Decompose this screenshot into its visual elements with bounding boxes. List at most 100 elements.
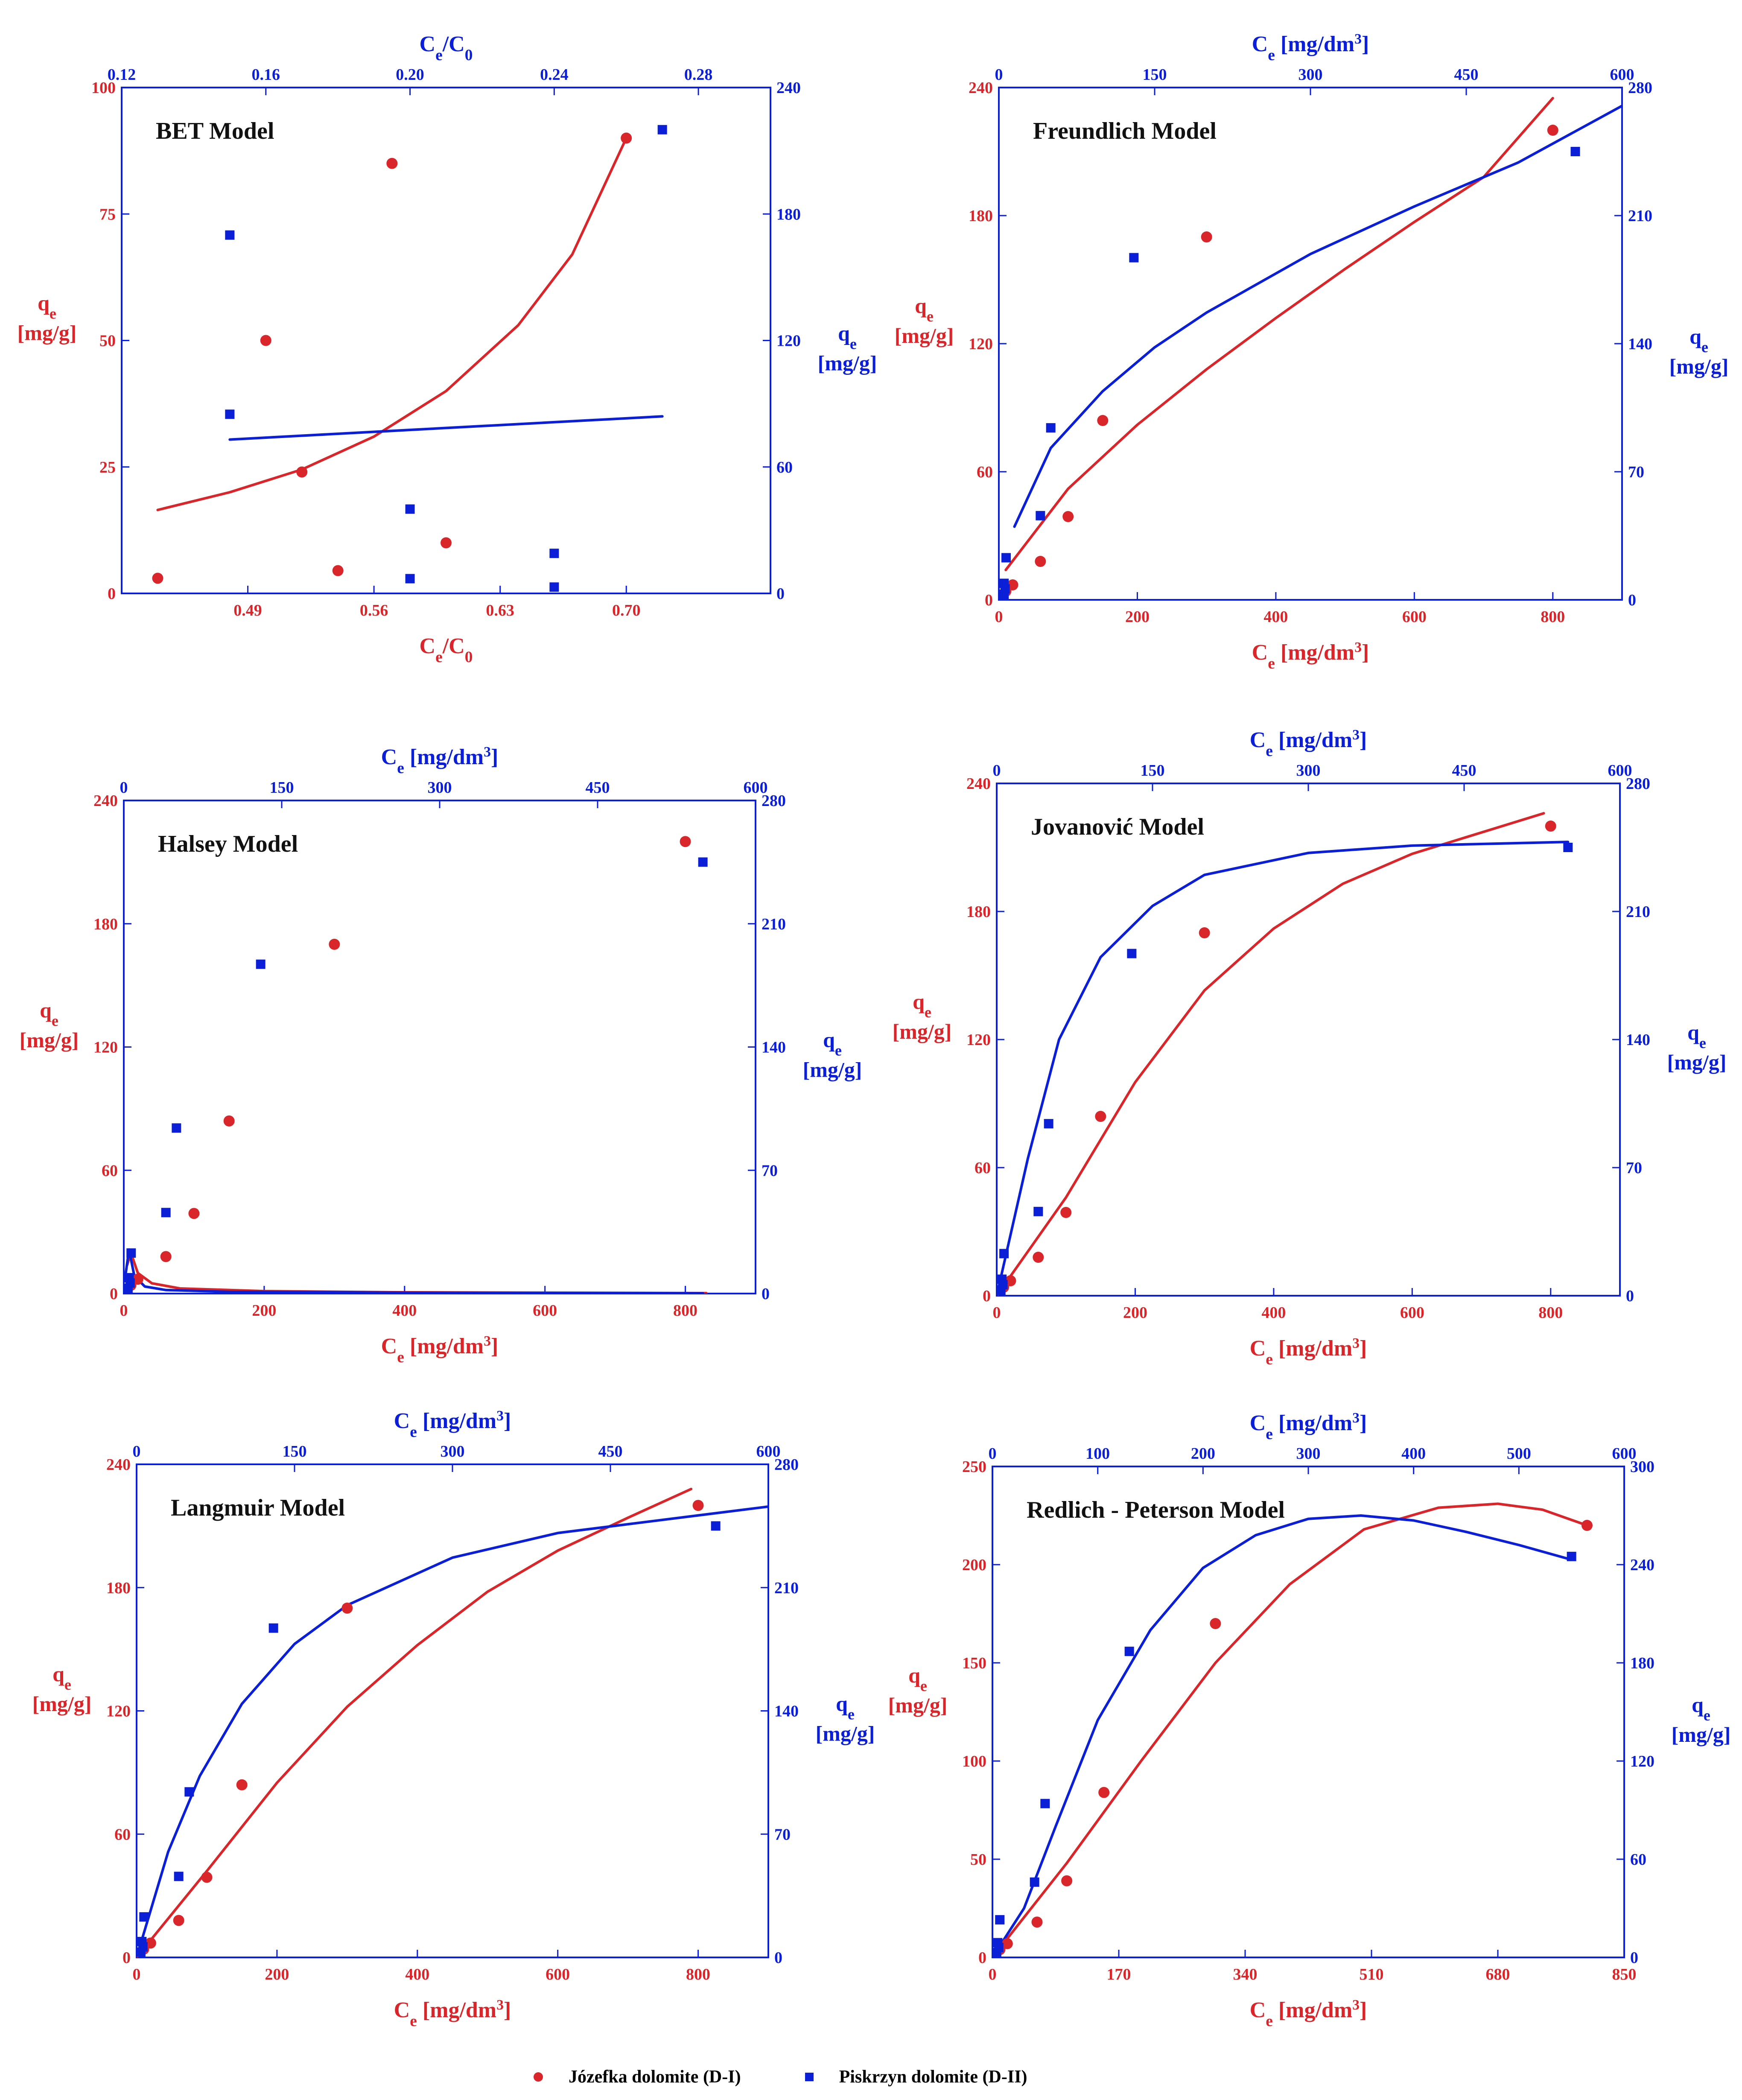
y-right-axis-title: qe xyxy=(1692,1693,1710,1724)
x-bottom-tick-label: 200 xyxy=(1123,1304,1147,1322)
data-point-square xyxy=(994,1943,1004,1952)
plot-frame xyxy=(998,87,1623,601)
data-point-square xyxy=(225,409,235,419)
y-left-tick-label: 0 xyxy=(983,1287,991,1305)
x-top-tick-label: 600 xyxy=(756,1443,781,1460)
x-bottom-tick-label: 0 xyxy=(989,1966,997,1983)
x-top-tick-label: 200 xyxy=(1191,1445,1215,1463)
x-bottom-tick-label: 0 xyxy=(995,608,1003,626)
y-left-axis-title: qe xyxy=(40,998,58,1029)
y-right-tick-label: 0 xyxy=(776,585,785,603)
y-right-tick-label: 280 xyxy=(774,1456,799,1474)
data-point-circle xyxy=(236,1779,248,1790)
x-top-tick-label: 150 xyxy=(283,1443,307,1460)
x-top-tick-label: 450 xyxy=(1452,762,1476,780)
y-left-tick-label: 240 xyxy=(969,79,993,97)
x-top-tick-label: 0 xyxy=(120,779,128,797)
x-top-tick-label: 300 xyxy=(1298,66,1323,84)
data-point-square xyxy=(225,230,235,240)
x-top-tick-label: 0.20 xyxy=(396,66,424,84)
data-point-circle xyxy=(341,1602,353,1614)
data-point-circle xyxy=(1001,1938,1013,1949)
y-right-tick-label: 0 xyxy=(1628,591,1636,609)
data-point-circle xyxy=(1061,1875,1073,1887)
legend-item-piskrzyn: Piskrzyn dolomite (D-II) xyxy=(805,2067,1027,2087)
y-left-tick-label: 180 xyxy=(106,1579,131,1597)
y-left-axis-title: qe xyxy=(915,294,934,325)
fit-curve xyxy=(156,137,628,511)
x-bottom-tick-label: 680 xyxy=(1486,1966,1510,1983)
x-top-tick-label: 300 xyxy=(428,779,452,797)
y-right-tick-label: 240 xyxy=(776,79,801,97)
x-bottom-tick-label: 600 xyxy=(1400,1304,1424,1322)
y-left-tick-label: 0 xyxy=(108,585,116,603)
x-top-tick-label: 0 xyxy=(989,1445,997,1463)
x-top-tick-label: 150 xyxy=(1143,66,1167,84)
y-right-axis-title: qe xyxy=(836,1692,855,1723)
y-right-tick-label: 120 xyxy=(776,332,801,350)
data-point-square xyxy=(174,1872,184,1881)
y-right-tick-label: 120 xyxy=(1630,1752,1654,1770)
data-point-square xyxy=(1124,1647,1134,1656)
data-point-circle xyxy=(441,537,452,549)
plot-frame xyxy=(996,783,1621,1297)
data-point-circle xyxy=(386,158,398,169)
data-point-square xyxy=(172,1123,181,1133)
y-right-tick-label: 0 xyxy=(1630,1949,1638,1967)
data-point-circle xyxy=(1007,579,1018,590)
y-right-tick-label: 280 xyxy=(762,792,786,810)
legend-circle-marker xyxy=(534,2072,543,2082)
data-point-square xyxy=(999,1249,1009,1259)
x-bottom-tick-label: 400 xyxy=(1261,1304,1286,1322)
data-point-circle xyxy=(1060,1207,1072,1218)
x-top-tick-label: 150 xyxy=(270,779,294,797)
data-point-square xyxy=(1567,1551,1576,1561)
x-bottom-tick-label: 400 xyxy=(405,1966,429,1983)
data-point-square xyxy=(125,1278,135,1288)
x-bottom-tick-label: 0.63 xyxy=(486,602,514,619)
y-left-axis-unit: [mg/g] xyxy=(32,1692,92,1716)
y-left-tick-label: 60 xyxy=(102,1162,118,1180)
x-top-tick-label: 450 xyxy=(1454,66,1479,84)
x-top-tick-label: 0 xyxy=(993,762,1001,780)
chart-title: Langmuir Model xyxy=(171,1495,345,1521)
y-right-axis-unit: [mg/g] xyxy=(1672,1723,1731,1747)
x-bottom-tick-label: 200 xyxy=(265,1966,289,1983)
y-right-tick-label: 180 xyxy=(776,205,801,223)
x-bottom-tick-label: 800 xyxy=(686,1966,710,1983)
y-right-tick-label: 0 xyxy=(762,1285,770,1303)
data-point-square xyxy=(1563,843,1573,852)
y-right-tick-label: 240 xyxy=(1630,1556,1654,1574)
plot-frame xyxy=(123,800,756,1294)
data-point-square xyxy=(184,1787,194,1797)
y-left-axis-title: qe xyxy=(908,1663,927,1694)
legend-label-jozefka: Józefka dolomite (D-I) xyxy=(569,2067,741,2087)
data-point-square xyxy=(268,1623,278,1633)
x-top-tick-label: 300 xyxy=(441,1443,465,1460)
data-point-square xyxy=(1044,1119,1053,1129)
y-left-tick-label: 0 xyxy=(123,1949,131,1967)
data-point-square xyxy=(657,125,667,134)
y-left-tick-label: 240 xyxy=(966,775,991,793)
y-right-axis-unit: [mg/g] xyxy=(816,1722,875,1746)
y-left-axis-title: qe xyxy=(913,990,931,1021)
y-right-axis-title: qe xyxy=(1687,1020,1706,1051)
data-point-circle xyxy=(1035,556,1046,567)
y-left-axis-title: qe xyxy=(53,1662,71,1693)
x-bottom-axis-title: Ce [mg/dm3] xyxy=(1250,1997,1367,2030)
data-point-circle xyxy=(1547,125,1558,136)
x-top-axis-title: Ce [mg/dm3] xyxy=(1250,727,1367,760)
x-bottom-axis-title: Ce [mg/dm3] xyxy=(394,1997,511,2030)
y-left-tick-label: 100 xyxy=(962,1752,986,1770)
x-top-axis-title: Ce [mg/dm3] xyxy=(381,744,499,777)
x-bottom-tick-label: 0 xyxy=(120,1302,128,1320)
y-right-tick-label: 60 xyxy=(776,459,793,476)
x-top-tick-label: 300 xyxy=(1296,1445,1321,1463)
y-right-tick-label: 60 xyxy=(1630,1851,1646,1869)
fit-curve xyxy=(1013,104,1622,528)
y-right-tick-label: 280 xyxy=(1626,775,1650,793)
x-bottom-axis-title: Ce [mg/dm3] xyxy=(1250,1335,1367,1368)
x-top-tick-label: 0.16 xyxy=(252,66,280,84)
